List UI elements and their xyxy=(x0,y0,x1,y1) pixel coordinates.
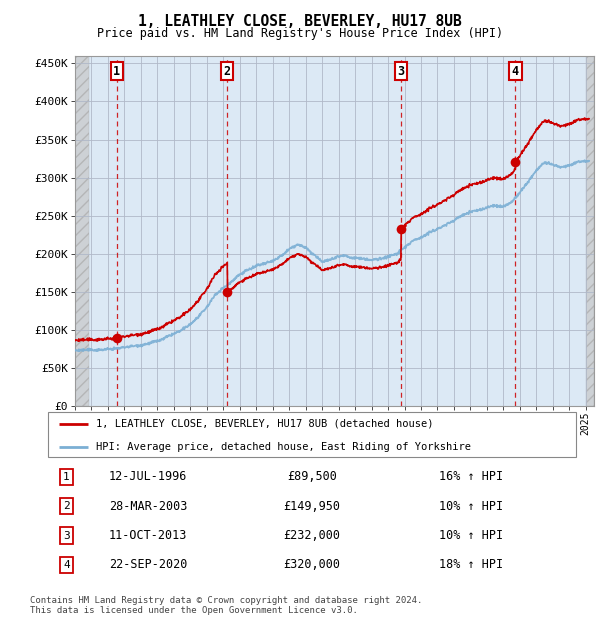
Text: £320,000: £320,000 xyxy=(284,559,341,572)
Text: Contains HM Land Registry data © Crown copyright and database right 2024.
This d: Contains HM Land Registry data © Crown c… xyxy=(30,596,422,615)
Text: 1: 1 xyxy=(63,472,70,482)
Text: 18% ↑ HPI: 18% ↑ HPI xyxy=(439,559,503,572)
Text: 22-SEP-2020: 22-SEP-2020 xyxy=(109,559,188,572)
Text: 11-OCT-2013: 11-OCT-2013 xyxy=(109,529,188,542)
Text: £89,500: £89,500 xyxy=(287,470,337,483)
Text: 1: 1 xyxy=(113,64,121,78)
Text: 16% ↑ HPI: 16% ↑ HPI xyxy=(439,470,503,483)
FancyBboxPatch shape xyxy=(48,412,576,457)
Text: 3: 3 xyxy=(63,531,70,541)
Text: £149,950: £149,950 xyxy=(284,500,341,513)
Text: 4: 4 xyxy=(63,560,70,570)
Text: Price paid vs. HM Land Registry's House Price Index (HPI): Price paid vs. HM Land Registry's House … xyxy=(97,27,503,40)
Text: 1, LEATHLEY CLOSE, BEVERLEY, HU17 8UB (detached house): 1, LEATHLEY CLOSE, BEVERLEY, HU17 8UB (d… xyxy=(95,419,433,429)
Text: 28-MAR-2003: 28-MAR-2003 xyxy=(109,500,188,513)
Text: 4: 4 xyxy=(512,64,519,78)
Text: 10% ↑ HPI: 10% ↑ HPI xyxy=(439,500,503,513)
Text: £232,000: £232,000 xyxy=(284,529,341,542)
Text: 2: 2 xyxy=(63,501,70,511)
Text: 12-JUL-1996: 12-JUL-1996 xyxy=(109,470,188,483)
Text: 3: 3 xyxy=(397,64,404,78)
Bar xyxy=(586,56,594,406)
Text: 1, LEATHLEY CLOSE, BEVERLEY, HU17 8UB: 1, LEATHLEY CLOSE, BEVERLEY, HU17 8UB xyxy=(138,14,462,29)
Text: 2: 2 xyxy=(224,64,231,78)
Bar xyxy=(75,56,89,406)
Text: 10% ↑ HPI: 10% ↑ HPI xyxy=(439,529,503,542)
Text: HPI: Average price, detached house, East Riding of Yorkshire: HPI: Average price, detached house, East… xyxy=(95,441,470,451)
